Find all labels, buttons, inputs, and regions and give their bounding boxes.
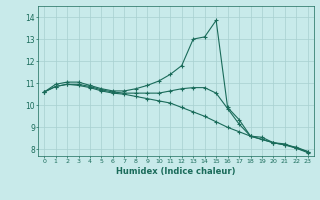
X-axis label: Humidex (Indice chaleur): Humidex (Indice chaleur) (116, 167, 236, 176)
